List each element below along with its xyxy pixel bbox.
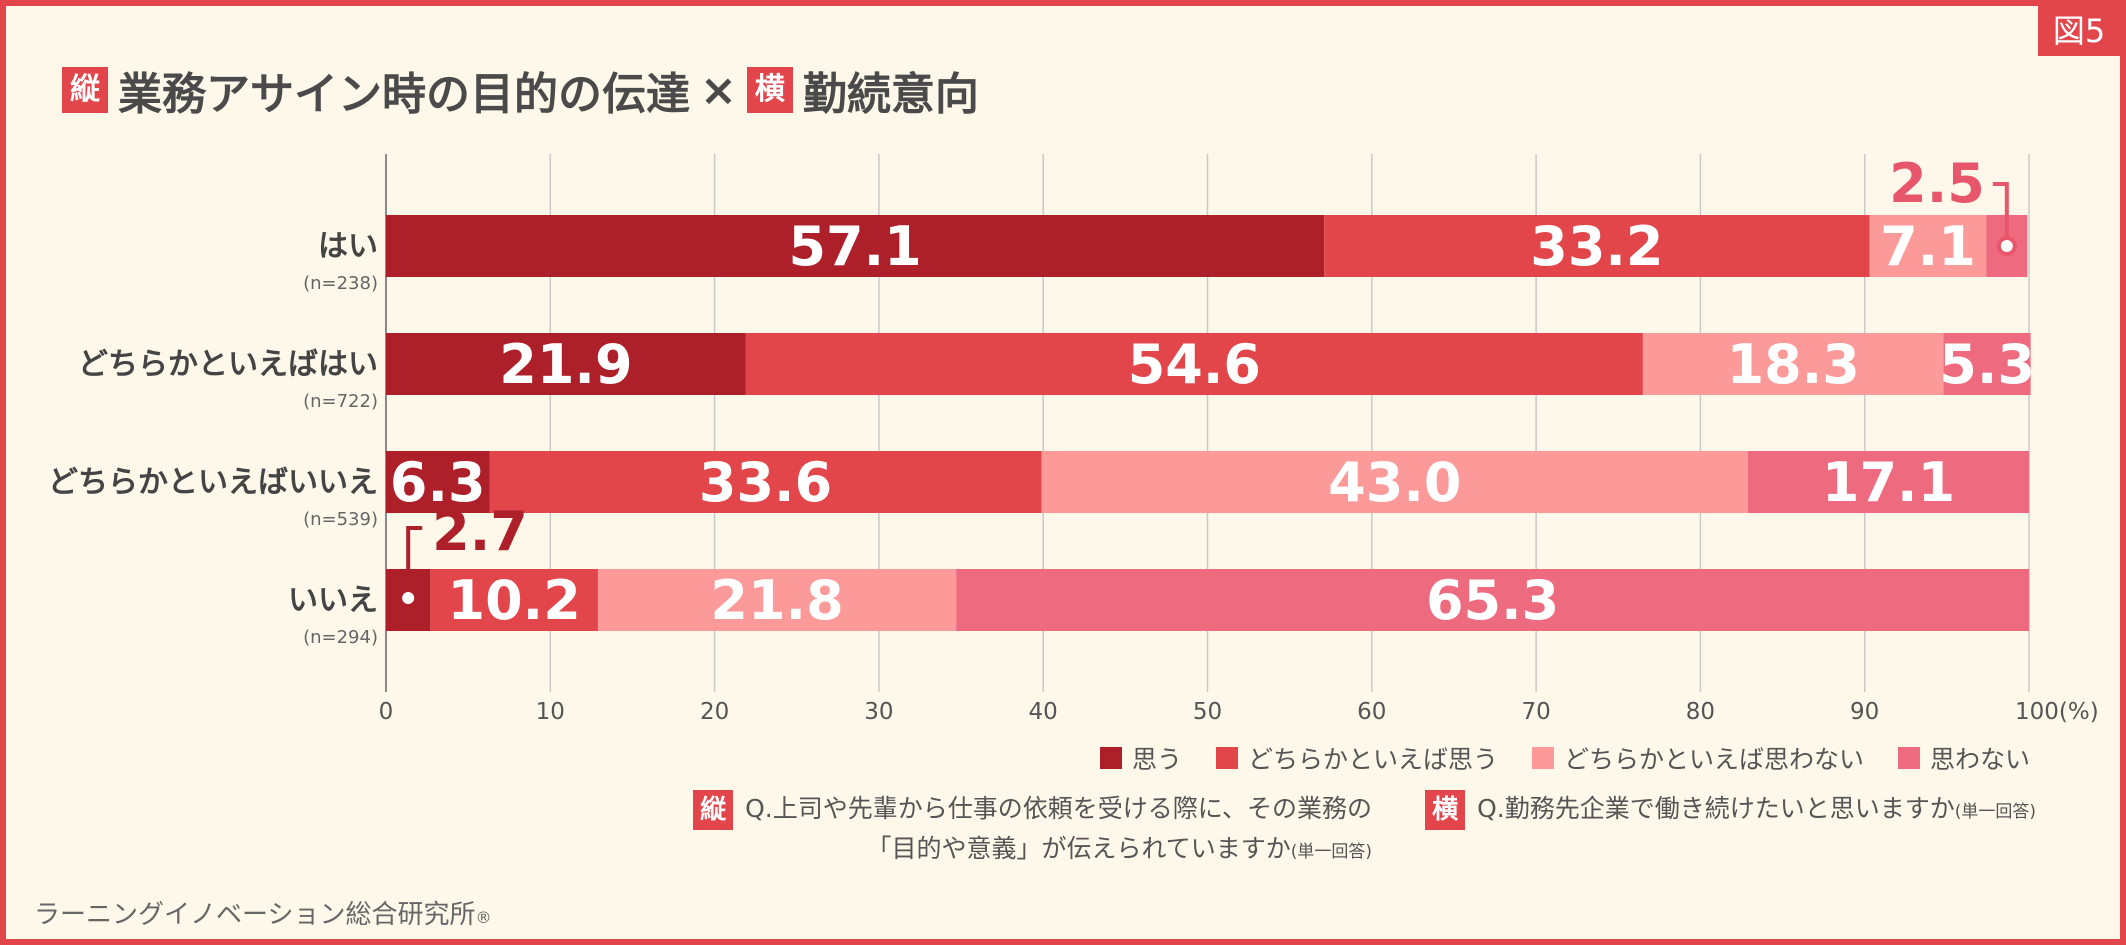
bar-segment [956,569,2029,631]
bar-segment [489,451,1042,513]
x-tick-label: 60 [1357,699,1386,725]
x-tick-label: 40 [1029,699,1058,725]
title-main: 業務アサイン時の目的の伝達 [118,69,690,120]
legend-label: どちらかといえば思う [1247,745,1498,774]
data-label: 54.6 [1128,333,1261,396]
question-text: Q.上司や先輩から仕事の依頼を受ける際に、その業務の [745,794,1372,823]
figure-badge: 図5 [2038,6,2120,56]
data-label: 33.6 [699,451,832,514]
bar-segment [1324,215,1870,277]
registered-mark: ® [475,908,492,927]
legend-item: どちらかといえば思わない [1531,740,1864,776]
question-vertical-line2: 「目的や意義」が伝えられていますか(単一回答) [692,830,1372,871]
category-label: いいえ [288,583,378,618]
bar-segment [1748,451,2029,513]
data-label: 7.1 [1880,215,1976,278]
legend-label: 思わない [1929,745,2030,774]
legend: 思う どちらかといえば思う どちらかといえば思わない 思わない [1066,740,2030,776]
data-label: 65.3 [1426,569,1559,632]
category-label: どちらかといえばいいえ [48,465,378,500]
data-label: 57.1 [788,215,921,278]
callout-dot [398,588,419,608]
callout-line [1992,182,2009,246]
callout-line [406,526,423,598]
legend-swatch [1215,747,1238,769]
bar-segment [386,451,490,513]
data-label: 17.1 [1822,451,1955,514]
bar-segment [1041,451,1749,513]
legend-swatch [1531,747,1554,769]
legend-swatch [1099,747,1122,769]
bar-segment [1943,333,2031,395]
bar-segment [386,215,1325,277]
callout-dot [1996,236,2017,256]
footer-credit: ラーニングイノベーション総合研究所® [34,894,491,931]
bar-segment [430,569,598,631]
x-tick-label: 20 [700,699,729,725]
category-n-label: (n=238) [303,273,378,294]
legend-item: どちらかといえば思う [1215,740,1498,776]
title-times: × [700,64,737,116]
x-tick-label: 70 [1521,699,1550,725]
category-n-label: (n=722) [303,391,378,412]
chart-title: 縦 業務アサイン時の目的の伝達 × 横 勤続意向 [62,62,979,120]
data-label: 21.8 [710,569,843,632]
vertical-tag: 縦 [693,790,734,830]
stacked-bar-chart: 0 10 20 30 40 50 60 70 80 90 100(%) はい (n=238) どちらかとい… [48,152,2099,725]
x-tick-label: 50 [1193,699,1222,725]
legend-label: どちらかといえば思わない [1563,745,1864,774]
footer-text: ラーニングイノベーション総合研究所 [34,900,476,930]
data-label: 10.2 [448,569,581,632]
legend-item: 思う [1099,740,1182,776]
data-label: 2.5 [1889,152,1985,215]
data-label: 33.2 [1530,215,1663,278]
x-tick-label: 0 [379,699,394,725]
x-tick-label: 10 [536,699,565,725]
bar-segment [386,333,746,395]
legend-label: 思う [1131,745,1182,774]
bar-segment [1869,215,1987,277]
question-vertical-line1: 縦 Q.上司や先輩から仕事の依頼を受ける際に、その業務の [692,790,1372,830]
question-note: (単一回答) [1290,842,1372,862]
x-tick-label: 90 [1850,699,1879,725]
legend-swatch [1897,747,1920,769]
bar-segment [1642,333,1944,395]
x-tick-label: 80 [1686,699,1715,725]
data-label: 6.3 [390,451,486,514]
category-label: どちらかといえばはい [78,347,378,382]
bar-segment [597,569,957,631]
data-label: 21.9 [499,333,632,396]
data-label: 2.7 [432,500,528,563]
data-label: 43.0 [1328,451,1461,514]
x-tick-label: 30 [864,699,893,725]
question-vertical: 縦 Q.上司や先輩から仕事の依頼を受ける際に、その業務の 「目的や意義」が伝えられ… [692,790,1372,871]
title-sub: 勤続意向 [802,69,979,120]
vertical-tag: 縦 [62,67,108,113]
bar-segment [745,333,1643,395]
question-horizontal: 横 Q.勤務先企業で働き続けたいと思いますか(単一回答) [1402,790,2036,831]
question-text: Q.勤務先企業で働き続けたいと思いますか [1477,794,1955,823]
horizontal-tag: 横 [746,67,793,113]
horizontal-tag: 横 [1425,790,1466,830]
question-note: (単一回答) [1954,802,2036,822]
question-text: 「目的や意義」が伝えられていますか [866,834,1291,863]
data-label: 18.3 [1727,333,1860,396]
x-tick-label: 100(%) [2015,699,2099,725]
data-label: 5.3 [1939,333,2035,396]
legend-item: 思わない [1897,740,2030,776]
category-n-label: (n=539) [303,509,378,530]
category-label: はい [318,229,378,264]
category-n-label: (n=294) [303,627,378,648]
